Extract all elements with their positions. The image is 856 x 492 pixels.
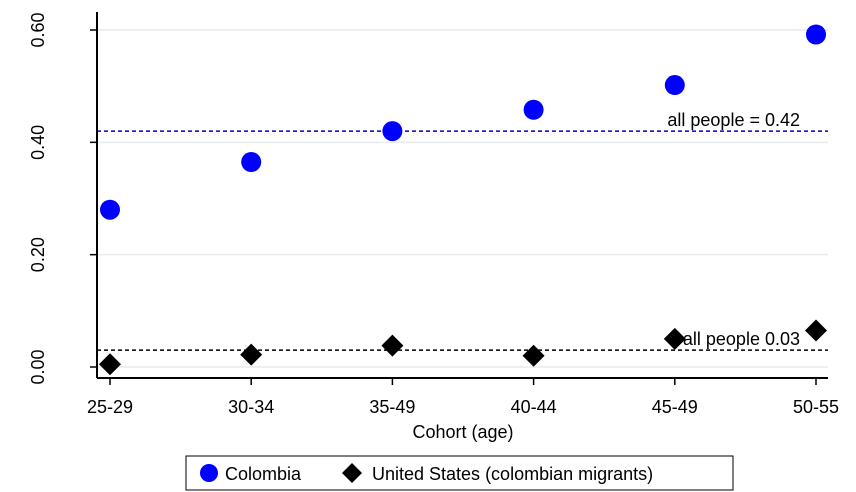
axes: [96, 12, 828, 379]
x-tick-label-2: 35-49: [369, 397, 415, 417]
x-axis-ticks: 25-29 30-34 35-49 40-44 45-49 50-55: [87, 378, 839, 417]
y-tick-label-3: 0.60: [28, 12, 48, 47]
point-united-states-30-34: [240, 343, 263, 366]
point-colombia-50-55: [806, 24, 826, 45]
x-tick-label-3: 40-44: [511, 397, 557, 417]
x-tick-label-1: 30-34: [228, 397, 274, 417]
reference-label-1: all people 0.03: [683, 329, 800, 349]
reference-lines: all people = 0.42 all people 0.03: [97, 110, 828, 351]
point-colombia-25-29: [100, 199, 120, 220]
point-united-states-45-49: [663, 327, 686, 350]
point-united-states-40-44: [522, 344, 545, 367]
point-colombia-45-49: [664, 75, 685, 96]
reference-label-0: all people = 0.42: [667, 110, 800, 130]
legend: Colombia United States (colombian migran…: [185, 455, 734, 491]
y-axis-ticks: 0.00 0.20 0.40 0.60: [28, 12, 97, 385]
point-colombia-30-34: [241, 151, 262, 172]
legend-marker-colombia: [200, 464, 218, 482]
x-tick-label-4: 45-49: [652, 397, 698, 417]
legend-box: [185, 455, 734, 491]
legend-label-colombia: Colombia: [225, 464, 302, 484]
y-tick-label-0: 0.00: [28, 349, 48, 384]
point-united-states-50-55: [805, 319, 827, 342]
x-axis-title: Cohort (age): [412, 422, 513, 442]
point-united-states-35-49: [381, 334, 404, 357]
x-tick-label-5: 50-55: [793, 397, 839, 417]
data-points: [99, 24, 827, 376]
legend-label-united-states: United States (colombian migrants): [372, 464, 653, 484]
legend-marker-united-states: [342, 463, 362, 483]
point-colombia-40-44: [523, 99, 544, 120]
x-tick-label-0: 25-29: [87, 397, 133, 417]
point-colombia-35-49: [382, 121, 403, 142]
grid-lines: [97, 29, 828, 368]
y-tick-label-1: 0.20: [28, 237, 48, 272]
point-united-states-25-29: [99, 353, 121, 376]
y-tick-label-2: 0.40: [28, 125, 48, 160]
